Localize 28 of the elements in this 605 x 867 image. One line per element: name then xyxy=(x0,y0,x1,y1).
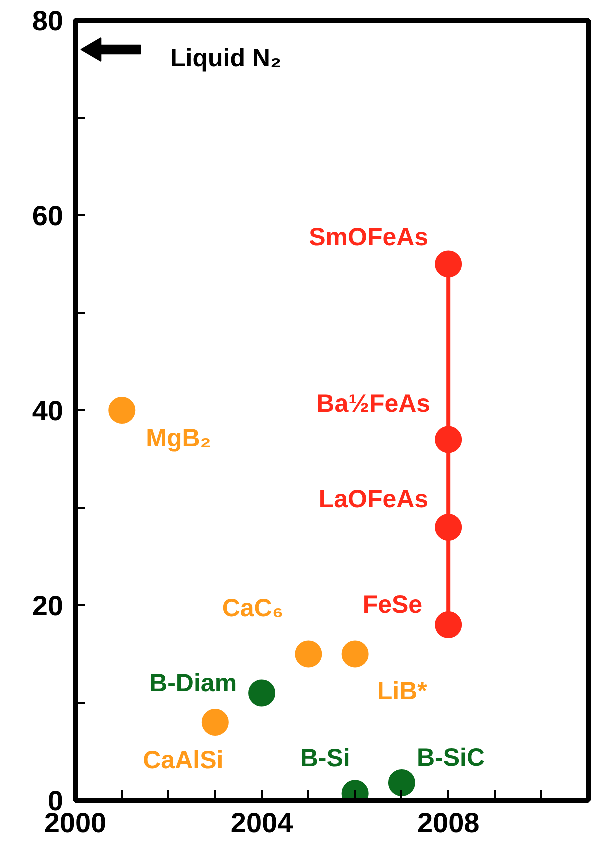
point xyxy=(342,640,369,668)
point xyxy=(435,514,462,541)
y-tick-label: 80 xyxy=(32,6,64,36)
y-tick-label: 60 xyxy=(32,200,64,232)
series-label: B-Si xyxy=(300,744,350,773)
series-label: CaC₆ xyxy=(222,594,284,622)
series-label: LiB* xyxy=(377,677,428,706)
point xyxy=(248,680,276,707)
series-label: MgB₂ xyxy=(146,424,212,452)
point xyxy=(435,612,462,638)
point xyxy=(388,769,416,796)
series-label: CaAlSi xyxy=(143,746,224,774)
y-tick-label: 20 xyxy=(32,590,64,622)
x-tick-label: 2004 xyxy=(230,808,294,838)
series-label: FeSe xyxy=(362,591,423,619)
series-label: B-Diam xyxy=(150,669,238,698)
point xyxy=(435,250,462,278)
series-label: B-SiC xyxy=(416,744,486,772)
x-tick-label: 2008 xyxy=(417,808,480,838)
point xyxy=(202,709,229,736)
point xyxy=(295,640,322,668)
annotation: Liquid N₂ xyxy=(170,44,282,72)
point xyxy=(108,397,136,424)
series-label: LaOFeAs xyxy=(318,486,429,514)
point xyxy=(435,426,462,454)
y-tick-label: 40 xyxy=(32,396,64,426)
series-label: Ba½FeAs xyxy=(316,390,431,418)
series-label: SmOFeAs xyxy=(309,223,429,252)
